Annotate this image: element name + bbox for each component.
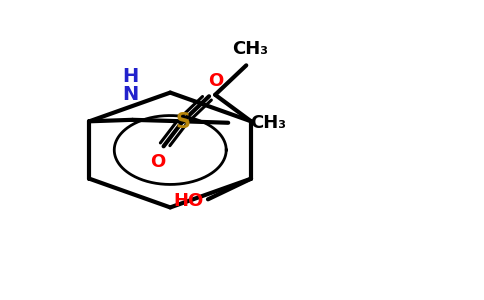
Text: H
N: H N (122, 67, 138, 104)
Text: CH₃: CH₃ (232, 40, 268, 58)
Text: O: O (209, 72, 224, 90)
Text: HO: HO (173, 192, 203, 210)
Text: CH₃: CH₃ (250, 114, 286, 132)
Text: O: O (150, 153, 166, 171)
Text: S: S (175, 112, 190, 132)
